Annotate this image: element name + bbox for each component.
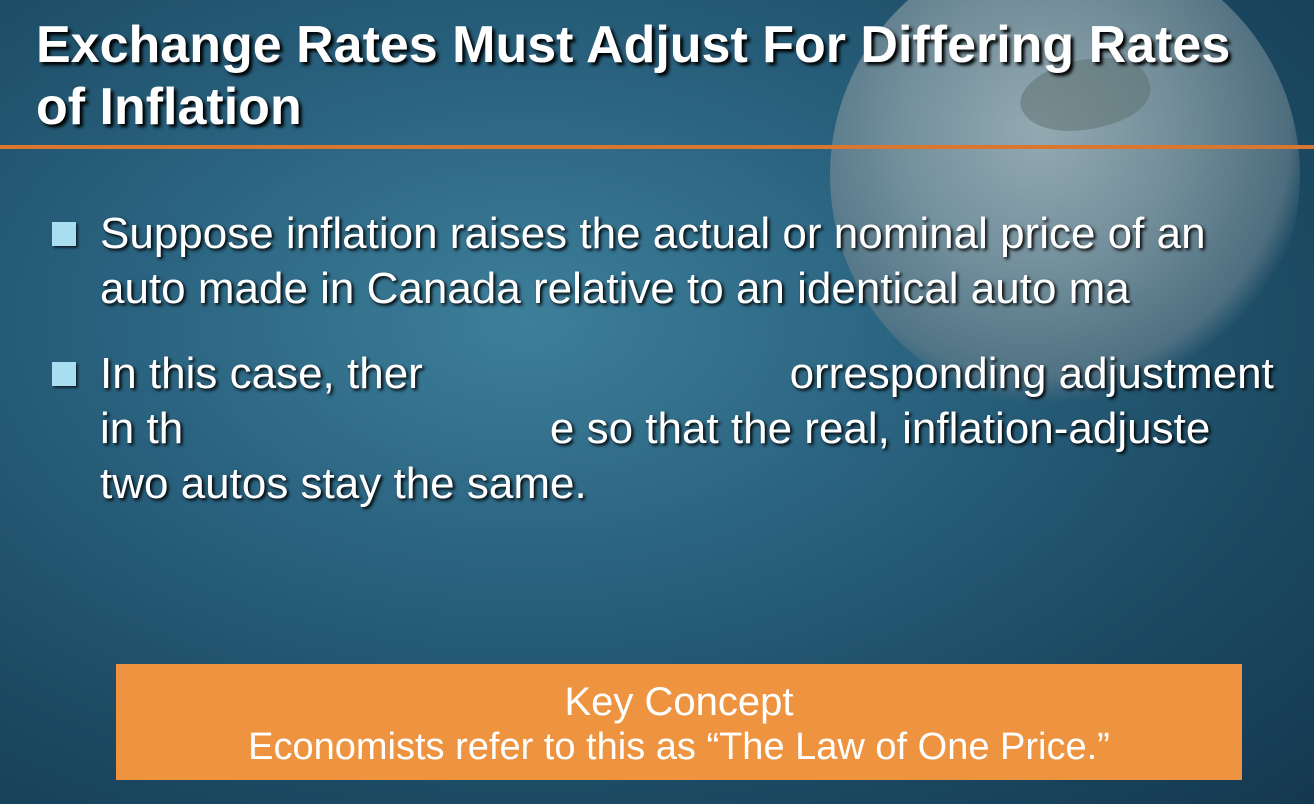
title-divider	[0, 145, 1314, 149]
key-concept-box: Key Concept Economists refer to this as …	[116, 664, 1242, 780]
bullet-text: In this case, ther orresponding adjustme…	[100, 349, 1314, 508]
bullet-item: In this case, ther orresponding adjustme…	[50, 346, 1290, 511]
bullet-text: Suppose inflation raises the actual or n…	[100, 209, 1206, 313]
key-concept-heading: Key Concept	[116, 680, 1242, 724]
key-concept-text: Economists refer to this as “The Law of …	[116, 724, 1242, 770]
slide-title: Exchange Rates Must Adjust For Differing…	[36, 14, 1276, 138]
square-bullet-icon	[52, 222, 76, 246]
square-bullet-icon	[52, 362, 76, 386]
bullet-list: Suppose inflation raises the actual or n…	[50, 206, 1290, 541]
bullet-item: Suppose inflation raises the actual or n…	[50, 206, 1290, 316]
